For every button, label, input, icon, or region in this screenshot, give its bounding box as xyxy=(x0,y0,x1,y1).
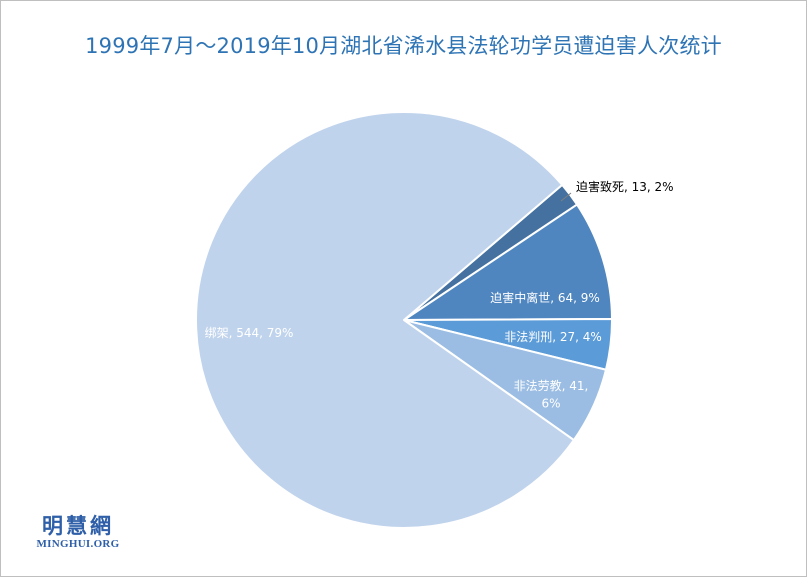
slice-label-5: 绑架, 544, 79% xyxy=(205,326,294,340)
slice-label-3: 非法判刑, 27, 4% xyxy=(504,330,602,344)
logo-chinese: 明慧網 xyxy=(42,513,114,538)
pie-slice-2 xyxy=(403,203,613,321)
chart-title: 1999年7月～2019年10月湖北省浠水县法轮功学员遭迫害人次统计 xyxy=(85,34,722,58)
slice-label-4: 非法劳教, 41, 6% xyxy=(514,378,589,410)
pie-slice-5 xyxy=(195,111,575,529)
slice-label-2: 迫害中离世, 64, 9% xyxy=(490,290,600,305)
logo-english: MINGHUI.ORG xyxy=(36,538,120,550)
slice-label-1: 迫害致死, 13, 2% xyxy=(576,179,674,194)
label-leader-line xyxy=(560,192,572,202)
minghui-logo: 明慧網 MINGHUI.ORG xyxy=(28,513,128,551)
